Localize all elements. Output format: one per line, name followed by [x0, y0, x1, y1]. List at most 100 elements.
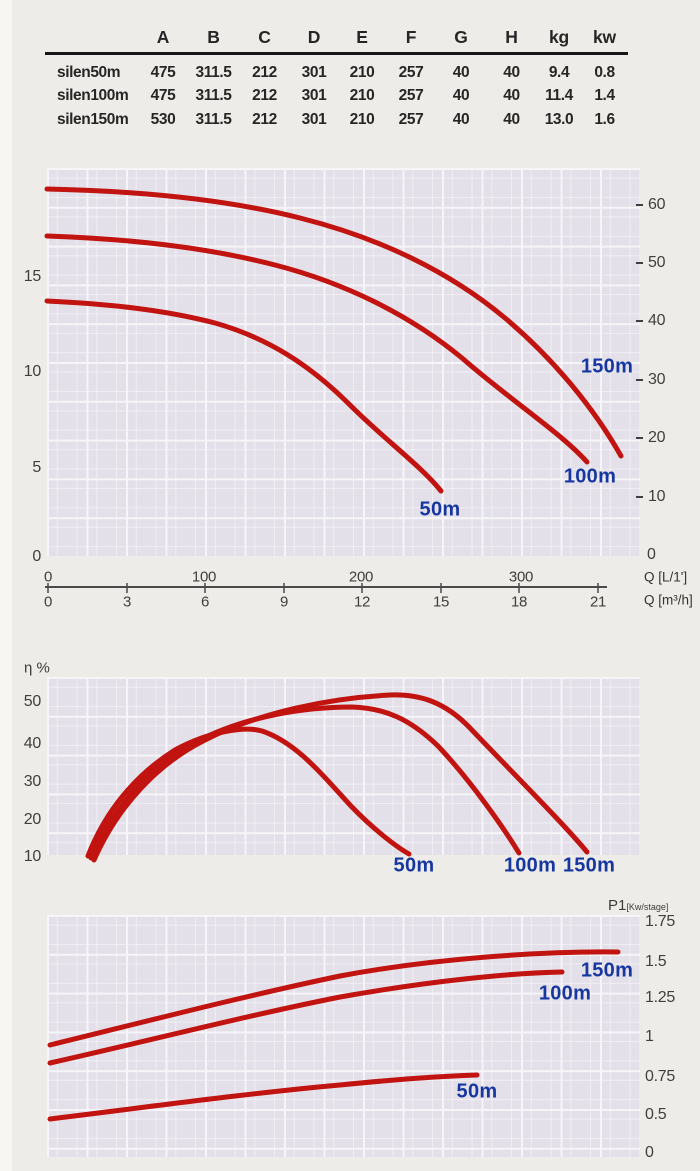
head-x-tick-lmin: 0	[43, 568, 53, 586]
table-cell: 210	[349, 87, 375, 105]
efficiency-left-tick: 50	[23, 693, 42, 710]
power-curve-label-150m: 150m	[580, 959, 634, 982]
table-cell: 40	[452, 87, 470, 105]
head-right-tick: 40	[636, 312, 666, 330]
head-right-tick: 10	[636, 488, 666, 506]
table-cell: 13.0	[544, 110, 574, 128]
head-x-tick-m3h: 15	[432, 593, 450, 611]
table-cell: 475	[150, 87, 176, 105]
head-left-tick: 0	[32, 548, 41, 565]
head-chart-grid	[47, 168, 640, 556]
power-right-tick: 0.5	[645, 1106, 667, 1123]
table-header-cell: A	[156, 26, 170, 47]
power-axis-title: P1[Kw/stage]	[608, 897, 668, 915]
head-x-tick-lmin: 100	[191, 568, 217, 586]
power-right-tick: 1.25	[645, 989, 675, 1006]
table-cell: 40	[503, 87, 520, 105]
power-right-tick: 0	[645, 1144, 654, 1161]
power-curve-label-100m: 100m	[538, 982, 592, 1005]
head-x-tick-m3h: 0	[43, 593, 53, 611]
table-cell: 530	[150, 110, 176, 128]
table-row-label: silen50m	[57, 63, 121, 81]
head-x-tick-m3h: 6	[200, 593, 210, 611]
table-header-cell: kg	[548, 26, 570, 47]
efficiency-left-tick: 30	[23, 773, 42, 790]
head-curve-label-150m: 150m	[580, 355, 634, 378]
table-header-cell: G	[454, 26, 468, 47]
tick-dash	[636, 262, 643, 264]
head-x-tick-lmin: 200	[348, 568, 374, 586]
table-row-label: silen100m	[57, 87, 129, 105]
table-cell: 9.4	[548, 63, 570, 81]
efficiency-chart-grid	[47, 677, 640, 855]
dimensions-table: A B C D E F G H kg kw silen50m 475 311.5…	[45, 24, 628, 132]
head-x-tick-m3h: 12	[353, 593, 371, 611]
efficiency-curve-label-50m: 50m	[393, 854, 435, 877]
table-cell: 212	[252, 110, 277, 128]
x-axis-unit-m3h: Q [m³/h]	[644, 592, 693, 608]
head-right-tick: 60	[636, 196, 666, 214]
head-left-tick: 10	[23, 363, 42, 380]
power-right-tick: 1	[645, 1028, 654, 1045]
head-x-tick-m3h: 9	[279, 593, 289, 611]
table-cell: 11.4	[545, 87, 573, 105]
tick-dash	[636, 379, 643, 381]
head-x-tick-lmin: 300	[508, 568, 534, 586]
efficiency-axis-title: η %	[24, 659, 50, 677]
table-cell: 212	[252, 87, 277, 105]
head-curve-label-50m: 50m	[419, 498, 461, 521]
head-x-tick-m3h: 18	[510, 593, 528, 611]
efficiency-left-tick: 20	[23, 811, 42, 828]
table-cell: 475	[150, 63, 176, 81]
power-right-tick: 0.75	[645, 1068, 675, 1085]
tick-dash	[636, 204, 643, 206]
table-cell: 40	[503, 110, 520, 128]
head-left-tick: 15	[23, 268, 42, 285]
table-cell: 301	[301, 63, 327, 81]
tick-dash	[636, 496, 643, 498]
efficiency-curve-label-150m: 150m	[562, 854, 616, 877]
efficiency-left-tick: 40	[23, 735, 42, 752]
table-cell: 257	[398, 110, 424, 128]
table-cell: 301	[301, 87, 327, 105]
table-cell: 40	[452, 110, 470, 128]
table-cell: 40	[503, 63, 520, 81]
table-cell: 1.6	[594, 110, 615, 128]
table-cell: 311.5	[195, 87, 232, 105]
table-cell: 311.5	[195, 63, 232, 81]
head-right-tick: 50	[636, 254, 666, 272]
head-right-tick: 0	[647, 546, 656, 563]
efficiency-curve-label-100m: 100m	[503, 854, 557, 877]
table-header-cell: C	[258, 26, 271, 47]
power-axis-title-unit: [Kw/stage]	[626, 902, 669, 912]
table-header-cell: B	[207, 26, 220, 47]
head-x-tick-m3h: 21	[589, 593, 607, 611]
table-cell: 210	[349, 63, 375, 81]
table-header-cell: H	[505, 26, 518, 47]
table-cell: 257	[398, 87, 424, 105]
table-cell: 210	[349, 110, 375, 128]
tick-dash	[636, 437, 643, 439]
power-curve-label-50m: 50m	[456, 1080, 498, 1103]
table-header-cell: F	[405, 26, 417, 47]
power-right-tick: 1.5	[645, 953, 667, 970]
table-cell: 40	[452, 63, 470, 81]
table-cell: 311.5	[195, 110, 232, 128]
power-chart-grid	[47, 915, 640, 1157]
head-x-tick-m3h: 3	[122, 593, 132, 611]
table-cell: 257	[398, 63, 424, 81]
head-right-tick: 20	[636, 429, 666, 447]
power-axis-title-main: P1	[608, 897, 627, 914]
table-cell: 212	[252, 63, 277, 81]
head-right-tick: 30	[636, 371, 666, 389]
x-axis-unit-lmin: Q [L/1']	[644, 569, 688, 585]
table-row-label: silen150m	[57, 110, 129, 128]
table-cell: 301	[301, 110, 327, 128]
table-rule	[45, 52, 628, 55]
table-corner-cell	[45, 24, 138, 50]
tick-dash	[636, 320, 643, 322]
scan-edge	[0, 0, 12, 1171]
table-cell: 1.4	[594, 87, 615, 105]
table-header-cell: D	[307, 26, 321, 47]
